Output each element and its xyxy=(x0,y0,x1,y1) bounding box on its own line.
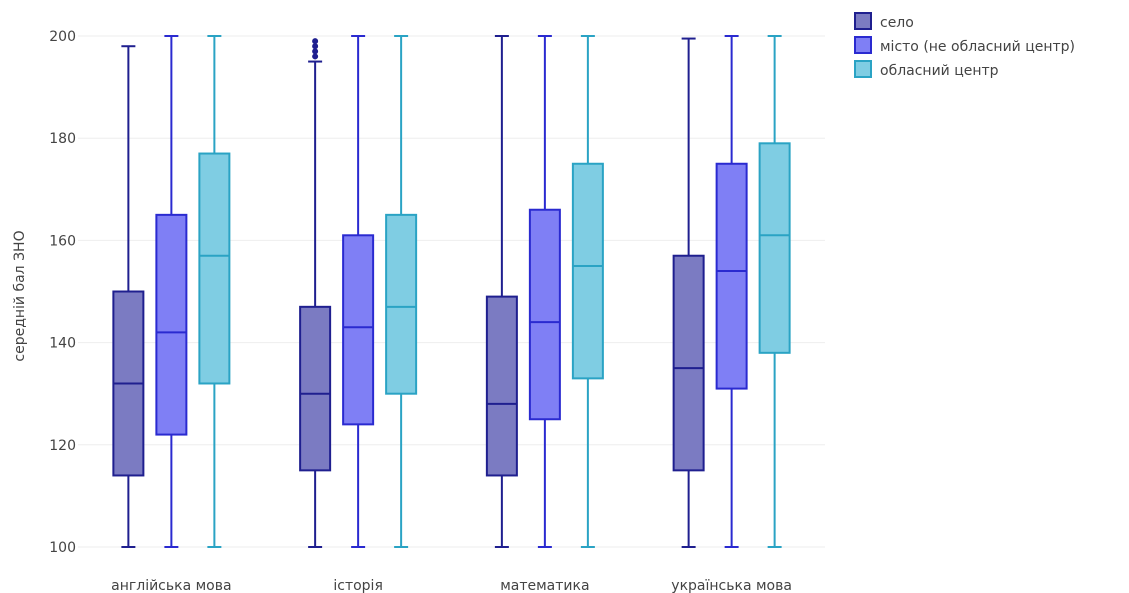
box-plot-box xyxy=(198,35,231,548)
y-tick-label: 200 xyxy=(49,29,76,45)
box-plot-box xyxy=(758,35,791,548)
y-tick-label: 120 xyxy=(49,438,76,454)
outlier-point xyxy=(312,53,319,60)
y-tick-label: 180 xyxy=(49,131,76,147)
box-plot-box xyxy=(299,38,332,548)
iqr-box xyxy=(485,295,518,477)
box-plot-box xyxy=(485,35,518,548)
legend-swatch xyxy=(854,36,872,54)
x-tick-label: англійська мова xyxy=(111,578,231,593)
legend-label: село xyxy=(880,15,914,31)
box-plot-box xyxy=(385,35,418,548)
box-plot-box xyxy=(715,35,748,548)
iqr-box xyxy=(758,142,791,354)
box-plot-box xyxy=(112,45,145,548)
y-tick-label: 140 xyxy=(49,336,76,352)
iqr-box xyxy=(571,162,604,380)
y-axis-title: середній бал ЗНО xyxy=(12,230,28,361)
box-plot-box xyxy=(528,35,561,548)
legend-item: село xyxy=(854,12,914,31)
legend-swatch xyxy=(854,60,872,78)
box-plot-box xyxy=(155,35,188,548)
box-plot-box xyxy=(571,35,604,548)
iqr-box xyxy=(299,305,332,472)
y-tick-label: 100 xyxy=(49,540,76,556)
grid-layer xyxy=(78,35,825,548)
legend: село місто (не обласний центр) обласний це… xyxy=(854,12,1075,79)
x-axis-ticks: англійська мова історія математика українсь… xyxy=(111,578,792,593)
outlier-point xyxy=(312,38,319,45)
legend-item: обласний центр xyxy=(854,60,999,79)
x-tick-label: історія xyxy=(333,578,383,593)
legend-label: обласний центр xyxy=(880,63,999,79)
iqr-box xyxy=(715,162,748,390)
x-tick-label: українська мова xyxy=(671,578,792,593)
legend-item: місто (не обласний центр) xyxy=(854,36,1075,55)
iqr-box xyxy=(385,213,418,395)
box-plot-box xyxy=(342,35,375,548)
legend-swatch xyxy=(854,12,872,30)
iqr-box xyxy=(198,152,231,385)
boxes-layer xyxy=(112,35,791,548)
y-tick-label: 160 xyxy=(49,233,76,249)
y-axis-ticks: 100 120 140 160 180 200 xyxy=(49,29,76,556)
box-plot-box xyxy=(672,37,705,548)
x-tick-label: математика xyxy=(500,578,589,593)
outlier-point xyxy=(312,43,319,50)
outlier-point xyxy=(312,48,319,55)
iqr-box xyxy=(672,254,705,472)
iqr-box xyxy=(528,208,561,421)
iqr-box xyxy=(155,213,188,436)
iqr-box xyxy=(342,234,375,426)
legend-label: місто (не обласний центр) xyxy=(880,39,1075,55)
